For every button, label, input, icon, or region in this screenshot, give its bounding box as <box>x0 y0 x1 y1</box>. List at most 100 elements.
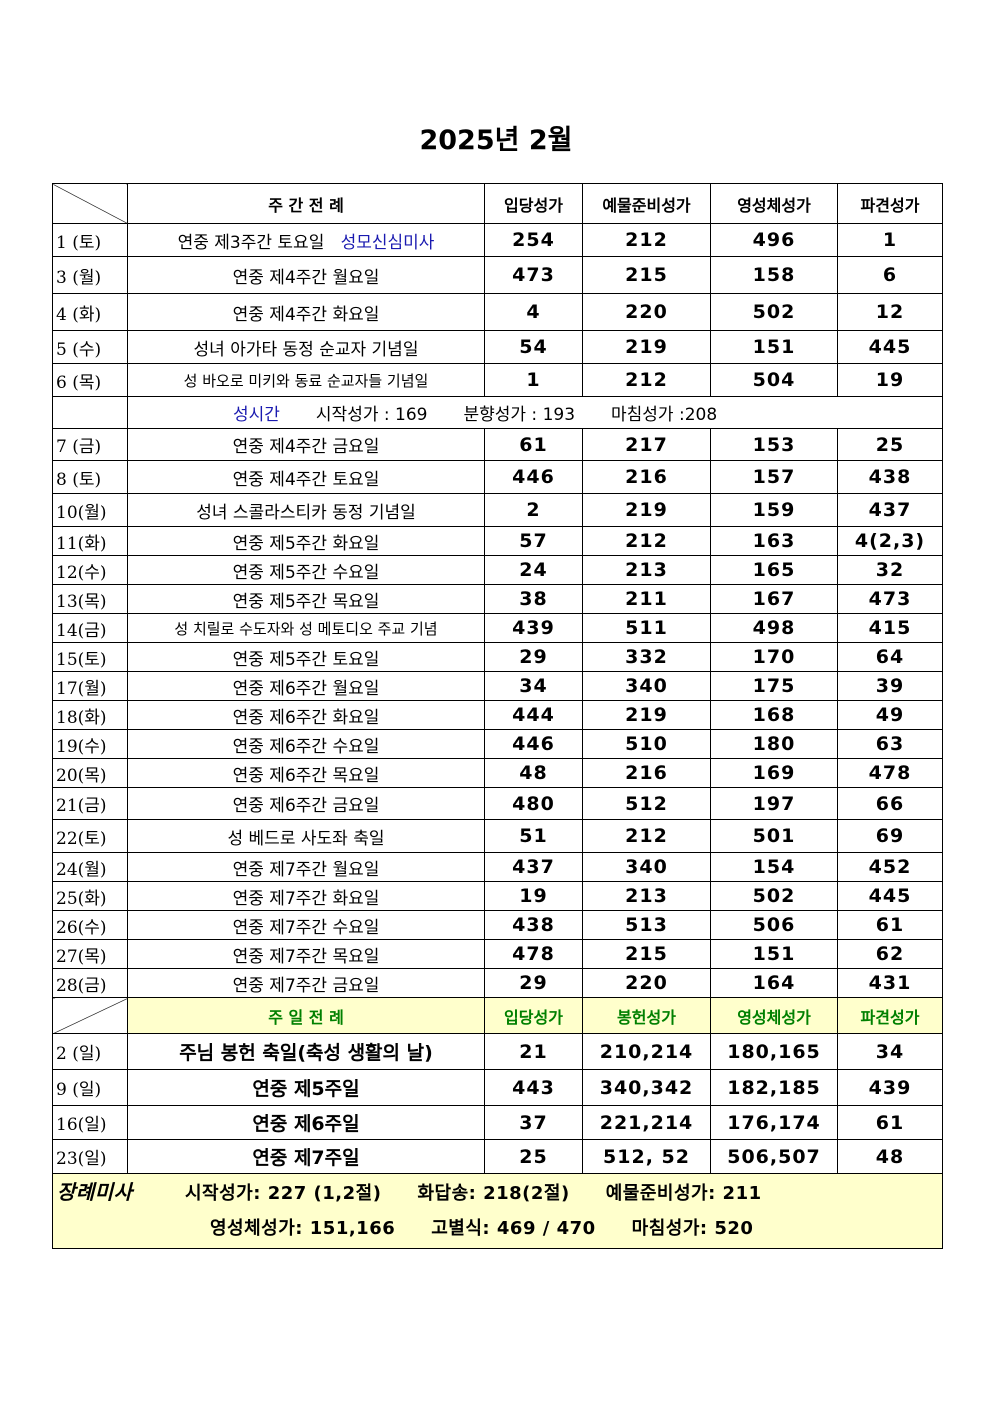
sunday-row-entrance: 21 <box>484 1033 583 1070</box>
row-entrance: 478 <box>484 939 583 969</box>
sunday-row-communion: 176,174 <box>710 1105 838 1140</box>
row-recessional: 6 <box>837 256 943 294</box>
sunday-row-offertory: 340,342 <box>582 1069 711 1106</box>
table-row: 18(화) 연중 제6주간 화요일 444 219 168 49 <box>52 700 943 730</box>
page-title: 2025년 2월 <box>419 125 573 156</box>
row-date: 20(목) <box>52 758 128 788</box>
funeral-communion: 영성체성가: 151,166 <box>210 1218 396 1239</box>
row-entrance: 444 <box>484 700 583 730</box>
row-recessional: 49 <box>837 700 943 730</box>
holy-hour-label: 성시간 <box>233 405 280 425</box>
table-row: 24(월) 연중 제7주간 월요일 437 340 154 452 <box>52 852 943 882</box>
row-liturgy-extra: 성모신심미사 <box>340 232 435 253</box>
row-date: 1 (토) <box>52 223 128 257</box>
header-diagonal-cell <box>52 183 128 224</box>
row-offertory: 212 <box>582 526 711 556</box>
sunday-row-entrance: 37 <box>484 1105 583 1140</box>
row-date: 12(수) <box>52 555 128 585</box>
sunday-row-communion: 180,165 <box>710 1033 838 1070</box>
table-row: 27(목) 연중 제7주간 목요일 478 215 151 62 <box>52 939 943 969</box>
row-date: 17(월) <box>52 671 128 701</box>
sunday-header-communion: 영성체성가 <box>710 997 838 1034</box>
table-row: 12(수) 연중 제5주간 수요일 24 213 165 32 <box>52 555 943 585</box>
row-communion: 151 <box>710 939 838 969</box>
table-row: 17(월) 연중 제6주간 월요일 34 340 175 39 <box>52 671 943 701</box>
row-communion: 159 <box>710 493 838 527</box>
row-date: 11(화) <box>52 526 128 556</box>
sunday-header-row: 주 일 전 례 입당성가 봉헌성가 영성체성가 파견성가 <box>52 997 943 1034</box>
table-row: 26(수) 연중 제7주간 수요일 438 513 506 61 <box>52 910 943 940</box>
row-date: 5 (수) <box>52 330 128 364</box>
row-recessional: 438 <box>837 460 943 494</box>
sunday-row-recessional: 439 <box>837 1069 943 1106</box>
table-row: 19(수) 연중 제6주간 수요일 446 510 180 63 <box>52 729 943 759</box>
funeral-response: 화답송: 218(2절) <box>417 1183 570 1204</box>
table-row: 7 (금) 연중 제4주간 금요일 61 217 153 25 <box>52 428 943 461</box>
row-offertory: 510 <box>582 729 711 759</box>
sunday-header-entrance: 입당성가 <box>484 997 583 1034</box>
row-liturgy-name: 연중 제3주간 토요일 <box>177 232 325 253</box>
row-date: 13(목) <box>52 584 128 614</box>
row-offertory: 219 <box>582 330 711 364</box>
row-recessional: 437 <box>837 493 943 527</box>
row-liturgy: 연중 제5주간 토요일 <box>127 642 485 672</box>
row-liturgy: 연중 제7주간 목요일 <box>127 939 485 969</box>
row-liturgy: 성 치릴로 수도자와 성 메토디오 주교 기념 <box>127 613 485 643</box>
sunday-row-date: 23(일) <box>52 1139 128 1174</box>
row-entrance: 38 <box>484 584 583 614</box>
sunday-row-entrance: 443 <box>484 1069 583 1106</box>
row-recessional: 4(2,3) <box>837 526 943 556</box>
row-recessional: 62 <box>837 939 943 969</box>
header-communion: 영성체성가 <box>710 183 838 224</box>
row-entrance: 29 <box>484 968 583 998</box>
row-recessional: 32 <box>837 555 943 585</box>
funeral-cell: 장례미사 시작성가: 227 (1,2절) 화답송: 218(2절) 예물준비성가: … <box>52 1173 943 1249</box>
row-communion: 498 <box>710 613 838 643</box>
row-liturgy: 연중 제7주간 수요일 <box>127 910 485 940</box>
row-recessional: 64 <box>837 642 943 672</box>
funeral-line-2: 영성체성가: 151,166 고별식: 469 / 470 마침성가: 520 <box>54 1210 942 1248</box>
row-liturgy: 연중 제7주간 월요일 <box>127 852 485 882</box>
header-recessional: 파견성가 <box>837 183 943 224</box>
row-communion: 502 <box>710 881 838 911</box>
row-date: 4 (화) <box>52 293 128 331</box>
funeral-label: 장례미사 <box>57 1180 133 1204</box>
row-recessional: 415 <box>837 613 943 643</box>
sunday-row-communion: 506,507 <box>710 1139 838 1174</box>
row-recessional: 473 <box>837 584 943 614</box>
row-communion: 158 <box>710 256 838 294</box>
table-row: 4 (화) 연중 제4주간 화요일 4 220 502 12 <box>52 293 943 331</box>
holy-hour-end: 마침성가 :208 <box>611 405 718 425</box>
row-date: 14(금) <box>52 613 128 643</box>
funeral-farewell: 고별식: 469 / 470 <box>431 1218 596 1239</box>
row-entrance: 19 <box>484 881 583 911</box>
row-liturgy: 연중 제4주간 금요일 <box>127 428 485 461</box>
row-date: 3 (월) <box>52 256 128 294</box>
row-communion: 154 <box>710 852 838 882</box>
funeral-line-1: 장례미사 시작성가: 227 (1,2절) 화답송: 218(2절) 예물준비성가: … <box>54 1175 942 1211</box>
sunday-row-offertory: 512, 52 <box>582 1139 711 1174</box>
sunday-row-date: 16(일) <box>52 1105 128 1140</box>
row-liturgy: 연중 제5주간 목요일 <box>127 584 485 614</box>
sunday-row-liturgy: 연중 제7주일 <box>127 1139 485 1174</box>
row-date: 6 (목) <box>52 363 128 397</box>
row-offertory: 215 <box>582 256 711 294</box>
row-entrance: 480 <box>484 787 583 820</box>
row-liturgy: 연중 제7주간 화요일 <box>127 881 485 911</box>
row-date: 18(화) <box>52 700 128 730</box>
header-offertory: 예물준비성가 <box>582 183 711 224</box>
row-liturgy: 연중 제3주간 토요일 성모신심미사 <box>127 223 485 257</box>
sunday-row-offertory: 221,214 <box>582 1105 711 1140</box>
row-recessional: 25 <box>837 428 943 461</box>
sunday-row-liturgy: 연중 제5주일 <box>127 1069 485 1106</box>
row-date: 15(토) <box>52 642 128 672</box>
row-recessional: 452 <box>837 852 943 882</box>
sunday-rows: 2 (일) 주님 봉헌 축일(축성 생활의 날) 21 210,214 180,165 3… <box>52 1033 943 1174</box>
row-offertory: 217 <box>582 428 711 461</box>
row-offertory: 219 <box>582 700 711 730</box>
row-liturgy: 연중 제4주간 토요일 <box>127 460 485 494</box>
table-row: 8 (토) 연중 제4주간 토요일 446 216 157 438 <box>52 460 943 494</box>
row-communion: 151 <box>710 330 838 364</box>
funeral-end: 마침성가: 520 <box>631 1218 754 1239</box>
row-communion: 496 <box>710 223 838 257</box>
